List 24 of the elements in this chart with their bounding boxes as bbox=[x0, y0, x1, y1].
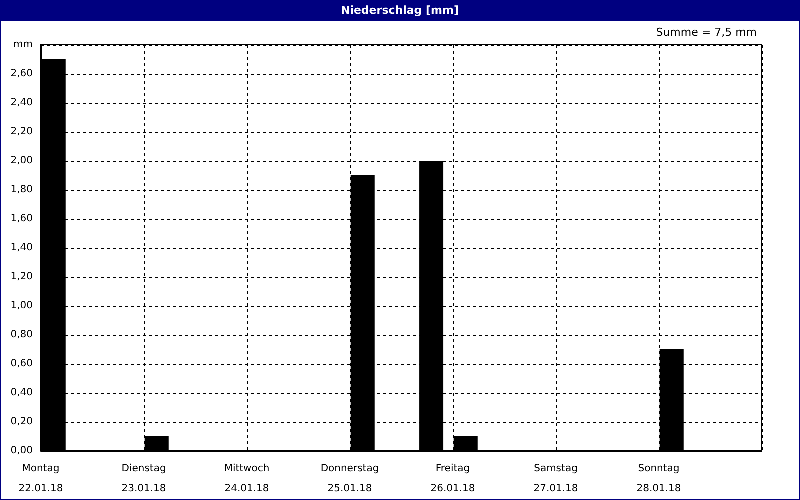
y-tick-label: 1,40 bbox=[10, 242, 33, 254]
y-tick-label: 1,20 bbox=[10, 272, 33, 282]
y-tick-label: 2,60 bbox=[10, 68, 33, 80]
y-tick-label: 0,20 bbox=[10, 416, 33, 428]
text: Summe = 7,5 mm bbox=[656, 26, 758, 39]
y-tick-label: 1,80 bbox=[10, 184, 33, 196]
x-tick-label: Mittwoch 24.01.18 bbox=[224, 464, 270, 494]
y-tick-label: 2,00 bbox=[10, 156, 33, 166]
chart-title: Niederschlag [mm] bbox=[1, 1, 799, 21]
y-tick-label: 1,60 bbox=[10, 214, 33, 224]
y-tick-label: 2,40 bbox=[10, 98, 33, 108]
y-tick-label: 0,40 bbox=[10, 388, 33, 398]
x-tick-label: Sonntag 28.01.18 bbox=[636, 464, 682, 494]
x-tick-label: Freitag 26.01.18 bbox=[430, 464, 476, 494]
x-tick-label: Donnerstag 25.01.18 bbox=[320, 464, 380, 494]
y-tick-label: mm bbox=[14, 40, 33, 50]
x-tick-label: Dienstag 23.01.18 bbox=[122, 464, 166, 494]
y-tick-label: 0,80 bbox=[10, 330, 33, 340]
y-tick-label: 0,00 bbox=[10, 446, 33, 456]
y-tick-label: 1,00 bbox=[10, 300, 33, 312]
x-tick-label: Montag 22.01.18 bbox=[18, 464, 64, 494]
y-tick-label: 2,20 bbox=[10, 126, 33, 138]
y-tick-label: 0,60 bbox=[10, 358, 33, 370]
x-tick-label: Samstag 27.01.18 bbox=[534, 464, 578, 494]
